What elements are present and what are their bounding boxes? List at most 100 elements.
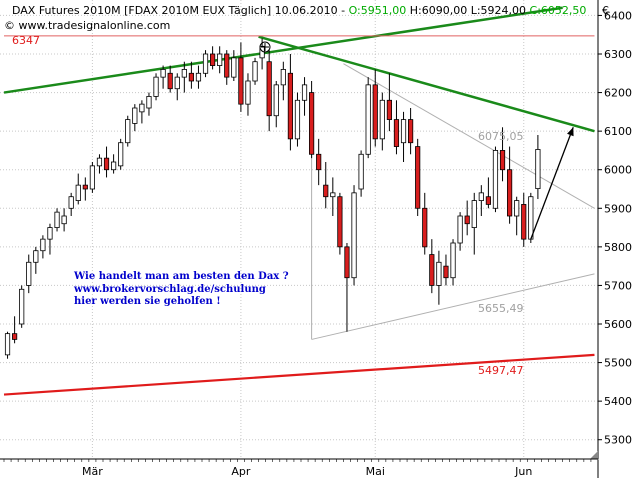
candle-body-down — [316, 153, 322, 171]
resize-grip-icon[interactable] — [590, 451, 598, 459]
candle — [195, 65, 202, 89]
candle-body-down — [499, 150, 506, 171]
candle — [507, 146, 513, 224]
candle-body-down — [443, 265, 449, 279]
candle-body-up — [195, 72, 202, 82]
candle — [160, 65, 166, 89]
chart-header: DAX Futures 2010M [FDAX 2010M EUX Täglic… — [12, 4, 586, 17]
candle-body-up — [535, 149, 541, 190]
annotation-line-3: hier werden sie geholfen ! — [74, 296, 221, 307]
candle — [337, 192, 343, 255]
price-tick-label: 6200 — [604, 87, 632, 100]
candle — [103, 146, 110, 178]
candle-body-up — [118, 142, 124, 167]
candle-body-down — [372, 84, 378, 140]
candle-body-down — [507, 169, 513, 217]
candle-body-down — [485, 196, 491, 205]
candle — [471, 192, 477, 255]
candle — [217, 46, 223, 74]
candle-body-up — [471, 200, 477, 228]
candle — [464, 200, 470, 236]
candle-body-down — [210, 53, 216, 66]
candle — [19, 285, 25, 328]
price-tick-label: 5900 — [604, 202, 632, 215]
upper-triangle-label: 6075,05 — [478, 130, 524, 143]
candle — [96, 154, 103, 174]
candle — [365, 77, 371, 159]
candle-body-up — [379, 99, 385, 140]
candle-body-up — [450, 242, 456, 279]
candle — [372, 69, 378, 147]
candle — [415, 138, 421, 216]
forecast-arrow-shaft — [530, 127, 574, 240]
candle — [408, 108, 414, 155]
price-tick-label: 5700 — [604, 279, 632, 292]
candle-body-up — [40, 238, 46, 252]
candle-body-up — [351, 192, 357, 279]
low-value: L:5924,00 — [471, 4, 526, 17]
candle-body-down — [224, 53, 230, 78]
candle-body-up — [75, 184, 81, 201]
candle-body-up — [19, 288, 25, 325]
candle-body-up — [61, 215, 67, 225]
candle-body-down — [521, 204, 527, 240]
price-axis: 5300 5400 5500 5600 5700 5800 5900 6000 6100 6200… — [590, 0, 640, 480]
chart-title: DAX Futures 2010M [FDAX 2010M EUX Täglic… — [12, 4, 349, 17]
candle-body-up — [252, 61, 258, 82]
candle — [280, 61, 286, 101]
candle-body-up — [301, 84, 308, 101]
candle-body-down — [167, 72, 173, 90]
candle — [492, 146, 499, 213]
candle-body-up — [330, 192, 336, 198]
time-axis: Mär Apr Mai Jun — [0, 458, 599, 478]
candle — [485, 177, 491, 209]
candle-body-down — [386, 99, 392, 120]
candle — [514, 196, 520, 236]
gray-triangle-bottom-line — [311, 273, 595, 340]
candle-body-up — [111, 161, 117, 171]
price-tick-label: 6300 — [604, 48, 632, 61]
high-value: H:6090,00 — [410, 4, 467, 17]
website-label: © www.tradesignalonline.com — [4, 19, 170, 32]
candle — [153, 73, 159, 101]
candle — [47, 223, 53, 255]
candle — [188, 61, 194, 89]
candle — [400, 111, 407, 162]
resistance-level-label: 6347 — [12, 34, 40, 47]
candle — [224, 50, 230, 85]
candle — [139, 100, 145, 124]
price-tick-label: 6000 — [604, 164, 632, 177]
candle-body-up — [139, 103, 145, 113]
candle — [393, 100, 400, 155]
price-tick-label: 6400 — [604, 9, 632, 22]
price-tick-label: 5400 — [604, 395, 632, 408]
candle-body-up — [96, 157, 103, 167]
candle — [294, 92, 301, 147]
candle-body-up — [160, 69, 166, 78]
top-marker — [259, 41, 271, 53]
candle-body-up — [514, 200, 520, 217]
candle — [535, 135, 541, 200]
candle — [118, 138, 124, 170]
price-tick-label: 5800 — [604, 241, 632, 254]
candles — [4, 38, 541, 359]
candle-body-down — [266, 61, 272, 117]
forecast-arrow-head — [567, 127, 574, 137]
candle — [323, 162, 329, 209]
candle — [358, 150, 364, 197]
candle — [82, 177, 88, 201]
candle — [174, 73, 180, 101]
overlay — [530, 127, 574, 240]
candle-body-down — [337, 196, 343, 248]
candle — [266, 50, 272, 132]
candle-body-up — [132, 107, 138, 124]
candle — [351, 185, 357, 286]
candle — [379, 92, 385, 151]
candle — [309, 81, 315, 159]
candle-body-down — [323, 184, 329, 198]
price-axis-bg — [598, 0, 640, 480]
candle-body-up — [4, 333, 11, 356]
candle — [33, 246, 39, 274]
